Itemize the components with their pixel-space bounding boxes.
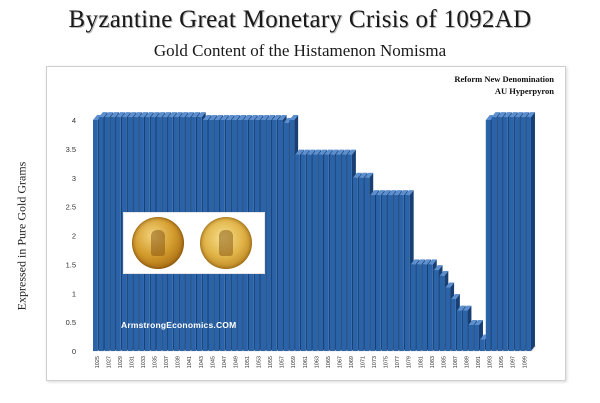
histamenon-coin-image [132,217,184,269]
x-tick-label: 1059 [291,356,297,368]
hyperpyron-coin-image [200,217,252,269]
x-tick-label: 1029 [118,356,124,368]
y-tick-label: 2.5 [66,203,76,212]
x-tick-label: 1065 [326,356,332,368]
x-tick-label: 1071 [361,356,367,368]
x-tick-label: 1063 [314,356,320,368]
x-tick-label: 1055 [268,356,274,368]
y-tick-label: 1.5 [66,260,76,269]
x-tick-label: 1087 [453,356,459,368]
x-tick-label: 1051 [245,356,251,368]
x-tick-label: 1093 [488,356,494,368]
chart-title: Byzantine Great Monetary Crisis of 1092A… [68,6,532,33]
y-tick-label: 4 [72,116,76,125]
x-tick-label: 1035 [153,356,159,368]
annotation-reform: Reform New Denomination [454,74,554,84]
x-tick-label: 1057 [280,356,286,368]
x-tick-label: 1083 [430,356,436,368]
x-tick-label: 1033 [141,356,147,368]
x-tick-label: 1043 [199,356,205,368]
y-tick-label: 3 [72,174,76,183]
x-tick-label: 1089 [465,356,471,368]
x-tick-label: 1027 [106,356,112,368]
x-tick-label: 1069 [349,356,355,368]
y-tick-label: 1 [72,289,76,298]
x-tick-label: 1031 [129,356,135,368]
y-tick-label: 0 [72,347,76,356]
x-tick-label: 1067 [337,356,343,368]
x-tick-label: 1039 [176,356,182,368]
x-tick-label: 1079 [407,356,413,368]
chart-subtitle: Gold Content of the Histamenon Nomisma [153,41,447,60]
x-tick-label: 1053 [257,356,263,368]
x-tick-label: 1075 [384,356,390,368]
x-tick-label: 1045 [210,356,216,368]
y-tick-label: 2 [72,232,76,241]
x-tick-label: 1097 [511,356,517,368]
x-tick-label: 1077 [395,356,401,368]
x-tick-label: 1049 [233,356,239,368]
annotation-hyperpyron: AU Hyperpyron [494,86,554,96]
x-tick-label: 1091 [476,356,482,368]
x-tick-label: 1061 [303,356,309,368]
x-tick-label: 1037 [164,356,170,368]
x-tick-label: 1081 [418,356,424,368]
coin-images [123,212,265,274]
x-tick-label: 1041 [187,356,193,368]
watermark: ArmstrongEconomics.COM [121,320,237,330]
x-tick-label: 1095 [499,356,505,368]
y-tick-label: 0.5 [66,318,76,327]
x-tick-label: 1047 [222,356,228,368]
bar [526,112,535,351]
x-tick-label: 1085 [441,356,447,368]
x-tick-label: 1099 [522,356,528,368]
x-tick-label: 1073 [372,356,378,368]
x-tick-label: 1025 [95,356,101,368]
y-tick-label: 3.5 [66,145,76,154]
